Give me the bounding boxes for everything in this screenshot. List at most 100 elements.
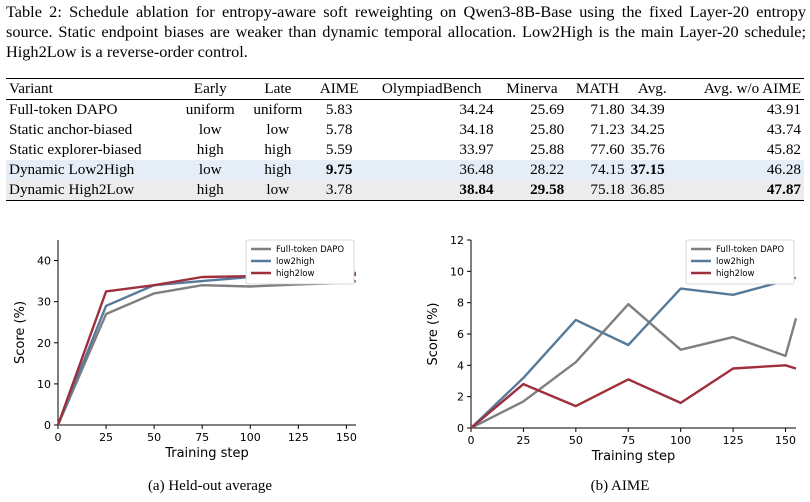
table-cell: 75.18 (567, 180, 628, 201)
table-caption: Table 2: Schedule ablation for entropy-a… (6, 2, 806, 61)
figure-caption-a: (a) Held-out average (147, 478, 273, 494)
table-cell: low (266, 121, 290, 138)
x-tick-label: 100 (670, 434, 691, 447)
col-header: Early (176, 78, 245, 100)
table-cell-best: 29.58 (496, 180, 568, 201)
series-line-low2high (56, 271, 356, 426)
y-tick-label: 20 (37, 337, 51, 350)
table-cell: Dynamic High2Low (6, 180, 177, 201)
table-cell: 43.91 (766, 101, 801, 118)
y-axis-label: Score (%) (426, 302, 441, 365)
y-tick-label: 30 (37, 296, 51, 309)
x-axis-label: Training step (591, 449, 676, 464)
series-line-high2low (470, 364, 797, 429)
x-tick-label: 150 (336, 431, 357, 444)
y-tick-label: 2 (457, 391, 464, 404)
y-tick-label: 40 (37, 255, 51, 268)
table-cell: 77.60 (590, 141, 625, 158)
y-tick-label: 10 (450, 265, 464, 278)
table-cell: 5.83 (325, 101, 353, 118)
table-row: Static explorer-biased high high 5.59 33… (6, 140, 804, 160)
y-tick-label: 0 (44, 419, 51, 432)
table-cell: high (176, 180, 245, 201)
table-row: Full-token DAPO uniform uniform 5.83 34.… (6, 100, 804, 121)
y-tick-label: 8 (457, 297, 464, 310)
col-header: MATH (567, 78, 628, 100)
table-cell: high (264, 141, 292, 158)
x-axis-label: Training step (164, 446, 249, 461)
x-tick-label: 125 (288, 431, 309, 444)
table-cell: 35.76 (630, 141, 665, 158)
col-header: Minerva (496, 78, 568, 100)
legend-box (685, 239, 795, 285)
table-cell: 36.48 (366, 160, 497, 180)
x-tick-label: 75 (621, 434, 635, 447)
table-row: Static anchor-biased low low 5.78 34.18 … (6, 120, 804, 140)
x-tick-label: 50 (147, 431, 161, 444)
results-table: Variant Early Late AIME OlympiadBench Mi… (6, 78, 804, 201)
table-cell: 5.78 (325, 121, 353, 138)
series-line-low2high (470, 276, 797, 429)
table-cell-best: 47.87 (677, 180, 804, 201)
col-header: Avg. w/o AIME (677, 78, 804, 100)
table-cell: 36.85 (627, 180, 677, 201)
legend-box (245, 239, 355, 285)
table-cell: 74.15 (567, 160, 628, 180)
table-cell-best: 9.75 (311, 160, 367, 180)
table-cell: Dynamic Low2High (6, 160, 177, 180)
table-cell: Static anchor-biased (9, 121, 133, 138)
table-cell: 71.23 (590, 121, 625, 138)
col-header: OlympiadBench (366, 78, 497, 100)
table-cell: 71.80 (590, 101, 625, 118)
table-cell: 5.59 (325, 141, 353, 158)
table-cell: 33.97 (459, 141, 494, 158)
x-tick-label: 50 (569, 434, 583, 447)
col-header: AIME (311, 78, 367, 100)
table-cell: low (244, 180, 312, 201)
table-cell: 46.28 (677, 160, 804, 180)
figure-caption-b: (b) AIME (590, 478, 650, 494)
table-cell: low (176, 160, 245, 180)
y-tick-label: 12 (450, 234, 464, 247)
series-line-high2low (56, 272, 357, 426)
table-row-highlighted: Dynamic Low2High low high 9.75 36.48 28.… (6, 160, 804, 180)
table-cell: 34.24 (459, 101, 494, 118)
x-tick-label: 100 (240, 431, 261, 444)
col-header: Late (244, 78, 312, 100)
x-tick-label: 150 (775, 434, 796, 447)
table-cell: 28.22 (496, 160, 568, 180)
table-cell: uniform (253, 101, 303, 118)
y-tick-label: 0 (457, 422, 464, 435)
series-line-full-token-dapo (470, 302, 798, 430)
x-tick-label: 125 (723, 434, 744, 447)
heldout-average-chart: 0 25 50 75 100 125 150 0 10 20 30 40 Training step Sc… (13, 239, 357, 461)
table-cell: uniform (185, 101, 235, 118)
table-cell: 3.78 (311, 180, 367, 201)
table-cell-best: 37.15 (627, 160, 677, 180)
table-cell: 45.82 (766, 141, 801, 158)
aime-chart: 0 25 50 75 100 125 150 0 2 4 6 8 10 12 Training step Sc… (426, 234, 798, 464)
table-cell: high (196, 141, 224, 158)
y-tick-label: 10 (37, 378, 51, 391)
y-axis-label: Score (%) (13, 301, 28, 364)
table-cell: 43.74 (766, 121, 801, 138)
table-cell: 25.88 (530, 141, 565, 158)
y-tick-label: 4 (457, 359, 464, 372)
legend-label: high2low (276, 269, 315, 279)
table-cell: high (244, 160, 312, 180)
x-tick-label: 25 (99, 431, 113, 444)
x-tick-label: 0 (55, 431, 62, 444)
table-cell: Static explorer-biased (9, 141, 142, 158)
x-tick-label: 75 (195, 431, 209, 444)
table-cell: low (198, 121, 222, 138)
table-cell: 34.25 (630, 121, 665, 138)
table-cell-best: 38.84 (366, 180, 497, 201)
legend-label: low2high (276, 257, 314, 267)
table-row-highlighted: Dynamic High2Low high low 3.78 38.84 29.… (6, 180, 804, 201)
legend-label: Full-token DAPO (716, 245, 784, 255)
table-header-row: Variant Early Late AIME OlympiadBench Mi… (6, 78, 804, 100)
y-tick-label: 6 (457, 328, 464, 341)
col-header: Avg. (627, 78, 677, 100)
table-cell: 25.80 (530, 121, 565, 138)
legend-label: Full-token DAPO (276, 245, 344, 255)
